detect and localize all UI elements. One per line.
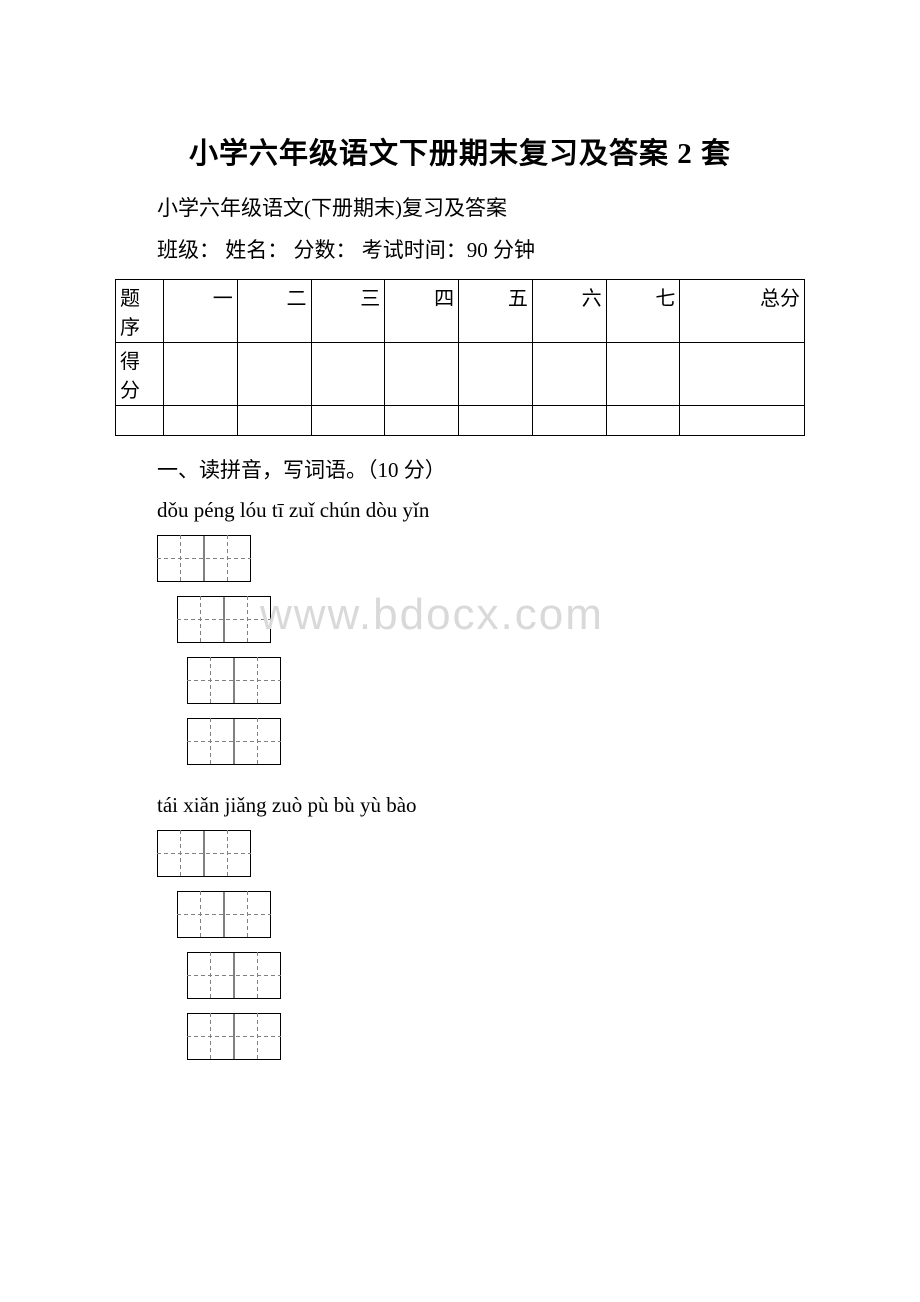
score-table-header: 六 (532, 280, 606, 343)
tian-zi-ge (187, 1013, 281, 1060)
char-box-row (177, 891, 805, 938)
tian-zi-ge (177, 891, 271, 938)
char-box-row (177, 596, 805, 643)
pinyin-line: dǒu péng lóu tī zuǐ chún dòu yǐn (115, 498, 805, 523)
char-box-group (157, 830, 805, 1060)
score-table-cell (459, 343, 533, 406)
score-table-header: 一 (164, 280, 238, 343)
score-table-header: 二 (237, 280, 311, 343)
char-box-row (187, 657, 805, 704)
score-table-cell (164, 406, 238, 436)
score-table-cell (680, 343, 805, 406)
score-table-cell (459, 406, 533, 436)
score-table-cell (606, 343, 680, 406)
score-table-header: 三 (311, 280, 385, 343)
score-table-cell (606, 406, 680, 436)
score-table-cell (532, 343, 606, 406)
meta-line: 班级： 姓名： 分数： 考试时间：90 分钟 (115, 234, 805, 264)
score-table-header: 五 (459, 280, 533, 343)
tian-zi-ge (177, 596, 271, 643)
score-table-label: 题序 (116, 280, 164, 343)
score-table-cell (311, 406, 385, 436)
score-table-label: 得分 (116, 343, 164, 406)
score-table-cell (116, 406, 164, 436)
tian-zi-ge (187, 952, 281, 999)
section-heading: 一、读拼音，写词语。（10 分） (115, 454, 805, 484)
score-table-cell (237, 343, 311, 406)
tian-zi-ge (187, 657, 281, 704)
char-box-row (187, 718, 805, 765)
score-table-cell (311, 343, 385, 406)
score-table-header: 四 (385, 280, 459, 343)
score-table-cell (237, 406, 311, 436)
tian-zi-ge (157, 535, 251, 582)
pinyin-line: tái xiǎn jiǎng zuò pù bù yù bào (115, 793, 805, 818)
score-table-header: 七 (606, 280, 680, 343)
score-table-cell (385, 406, 459, 436)
char-box-row (157, 535, 805, 582)
tian-zi-ge (157, 830, 251, 877)
char-box-row (157, 830, 805, 877)
char-box-row (187, 952, 805, 999)
score-table: 题序 一 二 三 四 五 六 七 总分 得分 (115, 279, 805, 436)
char-box-row (187, 1013, 805, 1060)
tian-zi-ge (187, 718, 281, 765)
score-table-cell (680, 406, 805, 436)
subtitle: 小学六年级语文(下册期末)复习及答案 (115, 192, 805, 222)
score-table-cell (385, 343, 459, 406)
score-table-cell (164, 343, 238, 406)
score-table-header: 总分 (680, 280, 805, 343)
score-table-cell (532, 406, 606, 436)
char-box-group (157, 535, 805, 765)
page-title: 小学六年级语文下册期末复习及答案 2 套 (115, 130, 805, 172)
